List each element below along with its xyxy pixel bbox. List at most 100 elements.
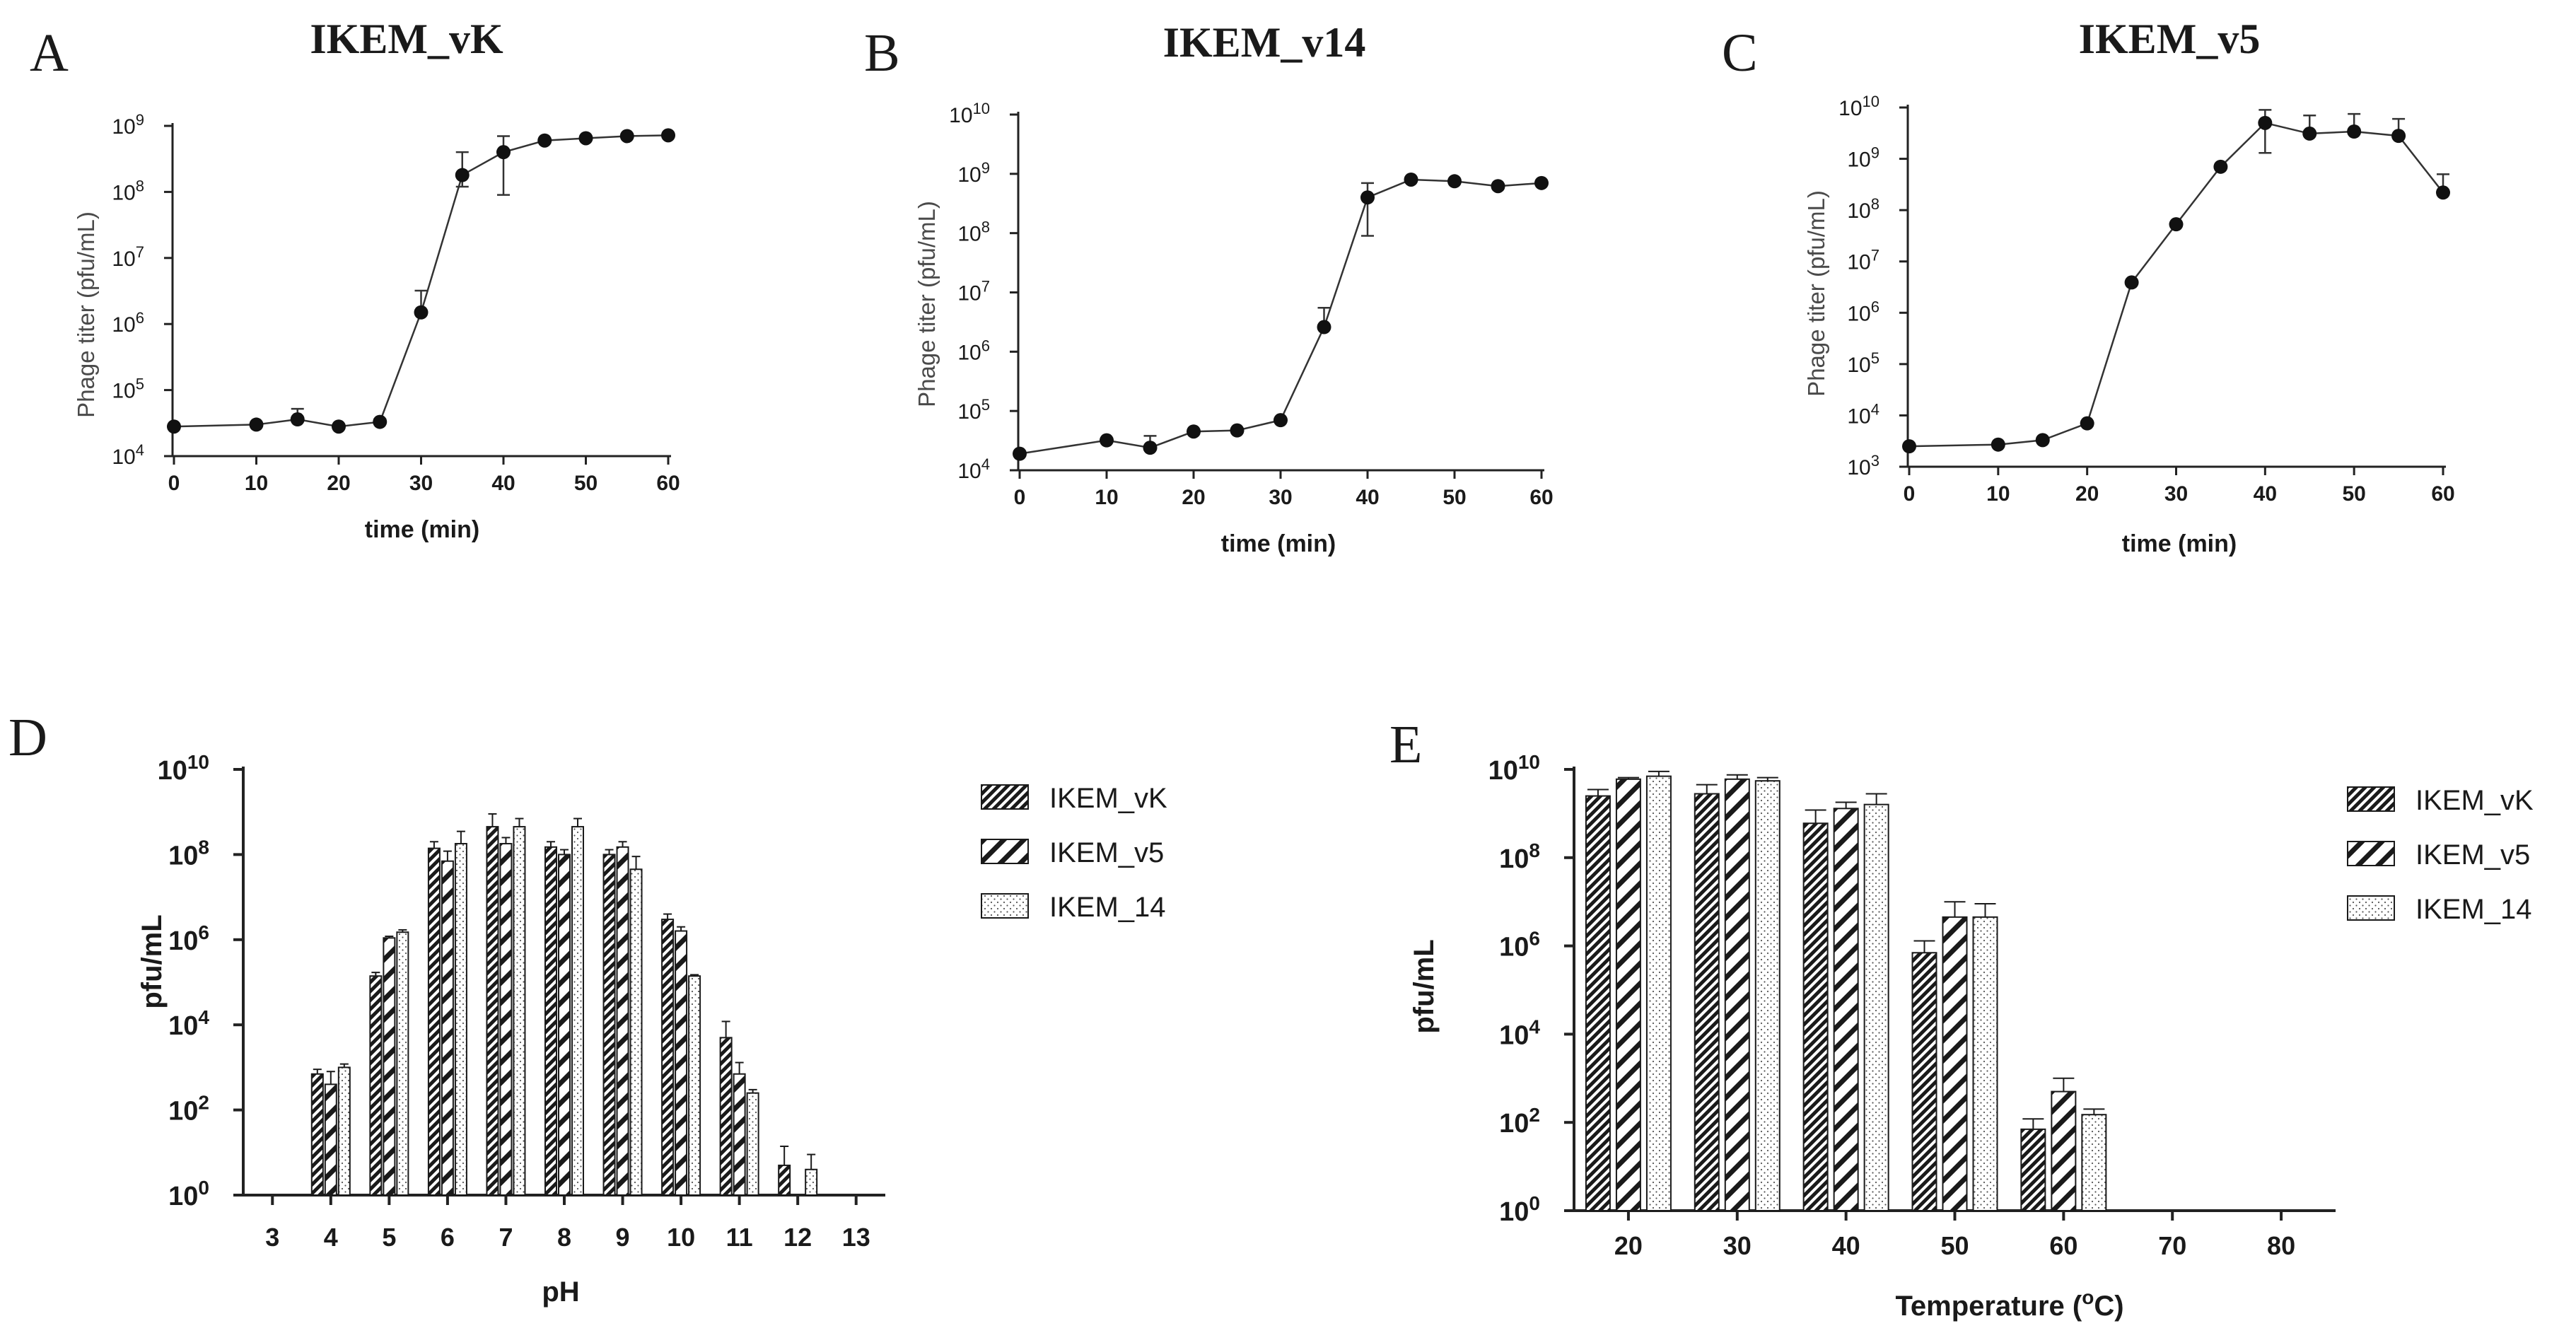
y-axis-label-d: pfu/mL	[136, 914, 168, 1008]
legend-swatch-ikem_v5	[2347, 841, 2395, 866]
x-tick-label-d: 13	[842, 1223, 870, 1252]
x-tick-label-c: 20	[2075, 482, 2099, 506]
chart-title-a: IKEM_vK	[310, 16, 503, 62]
data-point-c	[2124, 275, 2139, 290]
y-tick-label-a: 109	[112, 111, 144, 139]
legend-swatch-ikem_v5	[981, 839, 1029, 864]
x-tick-label-e: 80	[2267, 1231, 2295, 1260]
data-point-b	[1317, 320, 1331, 334]
data-point-c	[2035, 433, 2050, 448]
bar-e-ikem_vk	[1694, 793, 1720, 1211]
data-point-b	[1360, 190, 1375, 205]
x-tick-label-d: 12	[783, 1223, 812, 1252]
bar-d-ikem_14	[688, 975, 701, 1197]
data-point-b	[1404, 172, 1418, 187]
data-point-a	[661, 128, 675, 143]
y-tick-label-e: 1010	[1488, 751, 1540, 786]
data-point-b	[1491, 179, 1505, 194]
x-tick-label-c: 0	[1904, 482, 1916, 506]
data-point-a	[414, 305, 429, 320]
x-axis-label-b: time (min)	[1221, 530, 1336, 557]
data-point-c	[2391, 129, 2406, 144]
bar-d-ikem_14	[337, 1066, 351, 1197]
bar-e-ikem_14	[2081, 1114, 2107, 1212]
data-point-b	[1447, 174, 1462, 189]
data-point-a	[496, 145, 511, 160]
y-tick-label-a: 104	[112, 441, 144, 469]
y-tick-label-c: 109	[1847, 144, 1879, 172]
y-tick-label-e: 106	[1499, 928, 1540, 962]
y-tick-label-b: 108	[957, 219, 990, 246]
x-tick-label-a: 0	[168, 472, 180, 495]
bar-e-ikem_vk	[1911, 952, 1937, 1211]
legend-swatch-ikem_14	[2347, 895, 2395, 921]
x-tick-label-e: 20	[1614, 1231, 1643, 1260]
y-tick-label-c: 108	[1847, 195, 1879, 223]
x-tick-label-c: 10	[1986, 482, 2010, 506]
y-tick-label-b: 106	[957, 337, 990, 364]
x-axis-label-c: time (min)	[2122, 530, 2237, 557]
bar-d-ikem_vk	[310, 1073, 324, 1196]
panel-b: B IKEM_v14 Phage titer (pfu/mL) time (mi…	[864, 19, 1554, 557]
y-tick-label-b: 105	[957, 396, 990, 424]
x-tick-label-e: 50	[1940, 1231, 1969, 1260]
panel-c: C IKEM_v5 Phage titer (pfu/mL) time (min…	[1722, 16, 2455, 557]
bar-d-ikem_v5	[383, 937, 396, 1196]
panel-letter-a: A	[30, 23, 69, 83]
x-tick-label-e: 60	[2049, 1231, 2077, 1260]
bar-d-ikem_14	[746, 1092, 759, 1197]
series-line-c	[1908, 122, 2444, 448]
bar-e-ikem_vk	[2020, 1128, 2046, 1211]
x-axis-label-d: pH	[542, 1276, 579, 1308]
bar-d-ikem_v5	[675, 930, 688, 1196]
y-tick-label-a: 108	[112, 177, 144, 204]
plot-area-a: 104 105 106 107 108 109 0 10 20 30 40 50 60	[112, 111, 680, 495]
bar-d-ikem_14	[396, 931, 409, 1197]
data-point-c	[2258, 115, 2273, 130]
legend-label-ikem_vk: IKEM_vK	[1049, 783, 1167, 814]
y-tick-label-c: 105	[1847, 349, 1879, 377]
y-tick-label-e: 102	[1499, 1104, 1540, 1139]
data-point-b	[1187, 424, 1201, 439]
y-tick-label-d: 104	[168, 1006, 209, 1041]
y-axis-label-b: Phage titer (pfu/mL)	[914, 201, 940, 407]
legend-swatch-ikem_vk	[981, 784, 1029, 810]
x-axis-label-a: time (min)	[365, 516, 479, 543]
bar-e-ikem_v5	[1615, 778, 1641, 1211]
bar-d-ikem_v5	[441, 860, 454, 1196]
bar-d-ikem_v5	[733, 1073, 746, 1196]
bar-d-ikem_vk	[427, 847, 441, 1197]
y-axis-label-e: pfu/mL	[1409, 939, 1440, 1033]
panel-e: E pfu/mL Temperature (oC) 10010210410610…	[1389, 715, 2534, 1322]
bar-d-ikem_v5	[499, 843, 513, 1196]
y-tick-label-d: 106	[168, 921, 209, 956]
y-tick-label-d: 1010	[158, 751, 209, 786]
x-tick-label-b: 40	[1356, 486, 1379, 509]
x-tick-label-d: 4	[324, 1223, 338, 1252]
x-tick-label-d: 6	[441, 1223, 455, 1252]
x-tick-label-d: 7	[499, 1223, 513, 1252]
x-tick-label-d: 5	[382, 1223, 396, 1252]
bar-d-ikem_v5	[616, 846, 629, 1196]
x-tick-label-a: 10	[245, 472, 268, 495]
chart-title-b: IKEM_v14	[1163, 19, 1366, 66]
x-tick-label-c: 30	[2164, 482, 2188, 506]
panel-a: A IKEM_vK Phage titer (pfu/mL) time (min…	[30, 16, 680, 543]
data-point-c	[2169, 217, 2184, 232]
bar-e-ikem_vk	[1802, 822, 1829, 1212]
x-tick-label-c: 50	[2342, 482, 2365, 506]
legend-label-ikem_14: IKEM_14	[1049, 892, 1166, 923]
bar-d-ikem_vk	[369, 975, 383, 1197]
data-point-a	[619, 129, 634, 144]
data-point-a	[290, 412, 305, 427]
data-point-a	[167, 419, 181, 434]
y-tick-label-a: 106	[112, 309, 144, 337]
panel-letter-e: E	[1389, 715, 1422, 774]
x-tick-label-a: 30	[409, 472, 433, 495]
data-point-a	[537, 133, 552, 148]
y-tick-label-b: 109	[957, 159, 990, 187]
bar-d-ikem_vk	[719, 1037, 733, 1197]
x-tick-label-d: 9	[616, 1223, 630, 1252]
data-point-b	[1274, 413, 1288, 428]
x-tick-label-b: 0	[1014, 486, 1026, 509]
